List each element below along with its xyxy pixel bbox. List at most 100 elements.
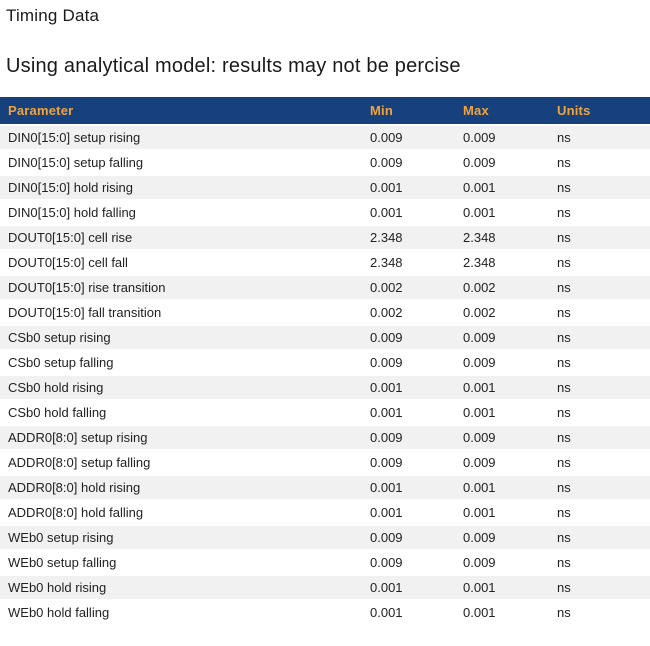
- param-cell: DIN0[15:0] hold rising: [8, 180, 134, 195]
- table-row: WEb0 hold rising 0.001 0.001 ns: [0, 576, 650, 599]
- min-cell: 0.001: [370, 380, 403, 395]
- column-header-units: Units: [549, 97, 650, 124]
- column-header-parameter: Parameter: [0, 97, 362, 124]
- param-cell: DIN0[15:0] setup rising: [8, 130, 141, 145]
- table-row: WEb0 hold falling 0.001 0.001 ns: [0, 601, 650, 624]
- max-cell: 0.001: [463, 405, 496, 420]
- units-cell: ns: [557, 330, 571, 345]
- min-cell: 0.009: [370, 330, 403, 345]
- min-cell: 2.348: [370, 255, 403, 270]
- param-cell: WEb0 hold falling: [8, 605, 110, 620]
- min-cell: 0.001: [370, 205, 403, 220]
- units-cell: ns: [557, 605, 571, 620]
- units-cell: ns: [557, 580, 571, 595]
- units-cell: ns: [557, 530, 571, 545]
- units-cell: ns: [557, 180, 571, 195]
- table-row: CSb0 hold rising 0.001 0.001 ns: [0, 376, 650, 399]
- units-cell: ns: [557, 280, 571, 295]
- min-cell: 0.001: [370, 605, 403, 620]
- min-cell: 0.002: [370, 280, 403, 295]
- min-cell: 0.009: [370, 355, 403, 370]
- table-row: DOUT0[15:0] cell fall 2.348 2.348 ns: [0, 251, 650, 274]
- units-cell: ns: [557, 130, 571, 145]
- min-cell: 0.009: [370, 530, 403, 545]
- param-cell: WEb0 setup falling: [8, 555, 117, 570]
- table-body: DIN0[15:0] setup rising 0.009 0.009 ns DIN0[…: [0, 126, 650, 624]
- max-cell: 2.348: [463, 230, 496, 245]
- max-cell: 0.002: [463, 305, 496, 320]
- table-row: WEb0 setup rising 0.009 0.009 ns: [0, 526, 650, 549]
- max-cell: 0.009: [463, 330, 496, 345]
- param-cell: ADDR0[8:0] hold rising: [8, 480, 141, 495]
- min-cell: 2.348: [370, 230, 403, 245]
- min-cell: 0.009: [370, 555, 403, 570]
- max-cell: 0.001: [463, 480, 496, 495]
- max-cell: 0.001: [463, 580, 496, 595]
- units-cell: ns: [557, 155, 571, 170]
- param-cell: CSb0 hold rising: [8, 380, 104, 395]
- units-cell: ns: [557, 255, 571, 270]
- timing-data-table: Parameter Min Max Units DIN0[15:0] setup…: [0, 95, 650, 626]
- param-cell: CSb0 hold falling: [8, 405, 107, 420]
- table-row: CSb0 setup rising 0.009 0.009 ns: [0, 326, 650, 349]
- param-cell: DOUT0[15:0] cell rise: [8, 230, 133, 245]
- table-row: WEb0 setup falling 0.009 0.009 ns: [0, 551, 650, 574]
- max-cell: 0.001: [463, 180, 496, 195]
- table-row: DOUT0[15:0] rise transition 0.002 0.002 ns: [0, 276, 650, 299]
- column-header-max: Max: [455, 97, 549, 124]
- units-cell: ns: [557, 480, 571, 495]
- min-cell: 0.009: [370, 455, 403, 470]
- table-row: DIN0[15:0] hold rising 0.001 0.001 ns: [0, 176, 650, 199]
- param-cell: CSb0 setup falling: [8, 355, 114, 370]
- param-cell: WEb0 setup rising: [8, 530, 114, 545]
- param-cell: DIN0[15:0] setup falling: [8, 155, 144, 170]
- min-cell: 0.009: [370, 130, 403, 145]
- min-cell: 0.001: [370, 480, 403, 495]
- table-row: DOUT0[15:0] fall transition 0.002 0.002 ns: [0, 301, 650, 324]
- param-cell: DIN0[15:0] hold falling: [8, 205, 136, 220]
- max-cell: 0.009: [463, 130, 496, 145]
- column-header-min: Min: [362, 97, 455, 124]
- param-cell: CSb0 setup rising: [8, 330, 111, 345]
- units-cell: ns: [557, 205, 571, 220]
- param-cell: WEb0 hold rising: [8, 580, 107, 595]
- param-cell: ADDR0[8:0] setup falling: [8, 455, 151, 470]
- param-cell: DOUT0[15:0] fall transition: [8, 305, 162, 320]
- units-cell: ns: [557, 430, 571, 445]
- units-cell: ns: [557, 355, 571, 370]
- min-cell: 0.001: [370, 405, 403, 420]
- table-row: ADDR0[8:0] hold rising 0.001 0.001 ns: [0, 476, 650, 499]
- max-cell: 2.348: [463, 255, 496, 270]
- max-cell: 0.009: [463, 455, 496, 470]
- max-cell: 0.009: [463, 155, 496, 170]
- units-cell: ns: [557, 455, 571, 470]
- table-header-row: Parameter Min Max Units: [0, 97, 650, 124]
- max-cell: 0.001: [463, 605, 496, 620]
- param-cell: DOUT0[15:0] rise transition: [8, 280, 166, 295]
- units-cell: ns: [557, 505, 571, 520]
- min-cell: 0.001: [370, 180, 403, 195]
- min-cell: 0.009: [370, 430, 403, 445]
- table-row: ADDR0[8:0] setup rising 0.009 0.009 ns: [0, 426, 650, 449]
- max-cell: 0.009: [463, 530, 496, 545]
- max-cell: 0.002: [463, 280, 496, 295]
- min-cell: 0.001: [370, 505, 403, 520]
- units-cell: ns: [557, 380, 571, 395]
- param-cell: DOUT0[15:0] cell fall: [8, 255, 128, 270]
- max-cell: 0.009: [463, 430, 496, 445]
- page-title: Timing Data: [6, 6, 100, 25]
- table-row: CSb0 setup falling 0.009 0.009 ns: [0, 351, 650, 374]
- max-cell: 0.001: [463, 380, 496, 395]
- units-cell: ns: [557, 555, 571, 570]
- max-cell: 0.001: [463, 505, 496, 520]
- units-cell: ns: [557, 405, 571, 420]
- min-cell: 0.001: [370, 580, 403, 595]
- max-cell: 0.009: [463, 555, 496, 570]
- param-cell: ADDR0[8:0] setup rising: [8, 430, 148, 445]
- table-row: DIN0[15:0] setup falling 0.009 0.009 ns: [0, 151, 650, 174]
- page-subtitle: Using analytical model: results may not …: [6, 55, 461, 77]
- table-row: DIN0[15:0] setup rising 0.009 0.009 ns: [0, 126, 650, 149]
- table-row: DIN0[15:0] hold falling 0.001 0.001 ns: [0, 201, 650, 224]
- min-cell: 0.002: [370, 305, 403, 320]
- table-row: CSb0 hold falling 0.001 0.001 ns: [0, 401, 650, 424]
